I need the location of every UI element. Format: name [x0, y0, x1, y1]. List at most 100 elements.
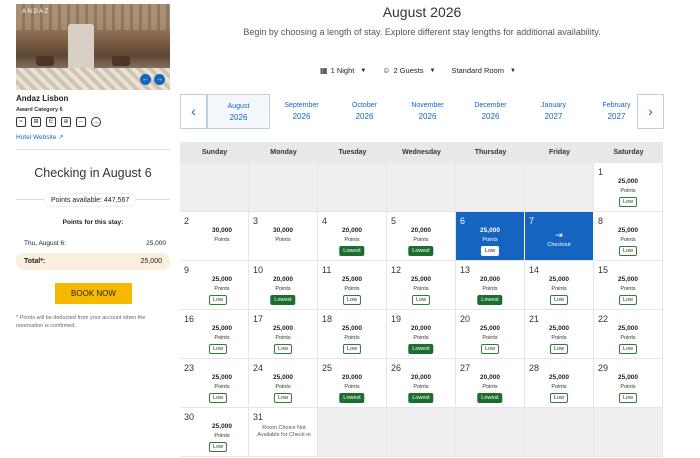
day-cell-24[interactable]: 24 25,000 Points Low: [249, 359, 318, 408]
room-type-dropdown[interactable]: Standard Room ▼: [451, 66, 516, 75]
day-cell-14[interactable]: 14 25,000 Points Low: [525, 261, 594, 310]
divider: [16, 149, 170, 150]
day-cell-26[interactable]: 26 20,000 Points Lowest: [387, 359, 456, 408]
hotel-panel: ANDAZ ← → Andaz Lisbon Award Category 6 …: [0, 0, 174, 458]
points-label: Points: [551, 384, 567, 390]
day-cell-21[interactable]: 21 25,000 Points Low: [525, 310, 594, 359]
points-value: 25,000: [273, 325, 293, 332]
guests-dropdown[interactable]: ☺ 2 Guests ▼: [382, 66, 436, 75]
day-cell-20[interactable]: 20 25,000 Points Low: [456, 310, 525, 359]
day-cell-6[interactable]: 6 25,000 Points Low: [456, 212, 525, 261]
low-badge: Low: [618, 295, 638, 305]
month-tab-september[interactable]: September 2026: [270, 94, 333, 129]
day-number: 26: [391, 363, 402, 373]
day-cell-18[interactable]: 18 25,000 Points Low: [318, 310, 387, 359]
day-number: 30: [184, 412, 195, 422]
day-number: 1: [598, 167, 604, 177]
day-number: 8: [598, 216, 604, 226]
day-cell-23[interactable]: 23 25,000 Points Low: [180, 359, 249, 408]
points-label: Points: [344, 237, 360, 243]
day-cell-30[interactable]: 30 25,000 Points Low: [180, 408, 249, 457]
day-cell-29[interactable]: 29 25,000 Points Low: [594, 359, 663, 408]
weekday-header: Monday: [249, 142, 318, 163]
day-cell-13[interactable]: 13 20,000 Points Lowest: [456, 261, 525, 310]
day-number: 24: [253, 363, 264, 373]
concierge-icon: ⊞: [31, 117, 41, 127]
low-badge: Low: [480, 344, 500, 354]
day-cell-11[interactable]: 11 25,000 Points Low: [318, 261, 387, 310]
day-number: 9: [184, 265, 190, 275]
month-tab-year: 2026: [418, 112, 437, 121]
points-label: Points: [275, 286, 291, 292]
month-tab-january[interactable]: January 2027: [522, 94, 585, 129]
month-tab-november[interactable]: November 2026: [396, 94, 459, 129]
photo-next-icon[interactable]: →: [154, 74, 165, 85]
day-number: 21: [529, 314, 540, 324]
points-value: 25,000: [549, 276, 569, 283]
month-tab-december[interactable]: December 2026: [459, 94, 522, 129]
low-badge: Low: [208, 344, 228, 354]
day-cell-22[interactable]: 22 25,000 Points Low: [594, 310, 663, 359]
day-cell-9[interactable]: 9 25,000 Points Low: [180, 261, 249, 310]
day-cell-27[interactable]: 27 20,000 Points Lowest: [456, 359, 525, 408]
day-number: 16: [184, 314, 195, 324]
day-cell-1[interactable]: 1 25,000 Points Low: [594, 163, 663, 212]
points-value: 25,000: [549, 374, 569, 381]
day-cell-2[interactable]: 2 30,000 Points: [180, 212, 249, 261]
month-tab-label: August: [227, 103, 250, 110]
stay-filters: ▦ 1 Night ▼ ☺ 2 Guests ▼ Standard Room ▼: [320, 66, 516, 75]
chevron-left-icon[interactable]: ‹: [180, 94, 207, 129]
book-now-button[interactable]: BOOK NOW: [55, 283, 132, 304]
day-cell-4[interactable]: 4 20,000 Points Lowest: [318, 212, 387, 261]
day-cell-12[interactable]: 12 25,000 Points Low: [387, 261, 456, 310]
empty-day-cell: [456, 408, 525, 457]
caret-down-icon: ▼: [360, 67, 367, 74]
day-number: 15: [598, 265, 609, 275]
day-cell-19[interactable]: 19 20,000 Points Lowest: [387, 310, 456, 359]
points-value: 25,000: [212, 276, 232, 283]
day-cell-16[interactable]: 16 25,000 Points Low: [180, 310, 249, 359]
empty-day-cell: [525, 163, 594, 212]
day-cell-8[interactable]: 8 25,000 Points Low: [594, 212, 663, 261]
month-tab-august[interactable]: August 2026: [207, 94, 270, 129]
points-value: 20,000: [411, 227, 431, 234]
checkout-label: Checkout: [547, 242, 571, 248]
day-cell-10[interactable]: 10 20,000 Points Lowest: [249, 261, 318, 310]
day-cell-3[interactable]: 3 30,000 Points: [249, 212, 318, 261]
empty-day-cell: [249, 163, 318, 212]
points-label: Points: [482, 335, 498, 341]
day-number: 22: [598, 314, 609, 324]
month-tab-february[interactable]: February 2027: [585, 94, 648, 129]
day-cell-25[interactable]: 25 20,000 Points Lowest: [318, 359, 387, 408]
day-number: 2: [184, 216, 190, 226]
day-number: 12: [391, 265, 402, 275]
points-value: 25,000: [480, 227, 500, 234]
month-tab-label: January: [541, 102, 566, 109]
day-cell-28[interactable]: 28 25,000 Points Low: [525, 359, 594, 408]
day-cell-15[interactable]: 15 25,000 Points Low: [594, 261, 663, 310]
day-number: 31: [253, 412, 264, 422]
fitness-icon: ⊕: [61, 117, 71, 127]
month-tab-year: 2027: [607, 112, 626, 121]
day-number: 4: [322, 216, 328, 226]
photo-prev-icon[interactable]: ←: [140, 74, 151, 85]
points-value: 20,000: [411, 325, 431, 332]
caret-down-icon: ▼: [509, 67, 516, 74]
day-cell-7[interactable]: 7 ⇥ Checkout: [525, 212, 594, 261]
low-badge: Low: [549, 344, 569, 354]
points-label: Points: [413, 335, 429, 341]
day-cell-17[interactable]: 17 25,000 Points Low: [249, 310, 318, 359]
points-value: 25,000: [618, 178, 638, 185]
nights-dropdown[interactable]: ▦ 1 Night ▼: [320, 66, 367, 75]
empty-day-cell: [180, 163, 249, 212]
points-value: 25,000: [273, 374, 293, 381]
low-badge: Low: [411, 295, 431, 305]
month-tab-year: 2026: [481, 112, 500, 121]
points-label: Points: [413, 286, 429, 292]
hotel-website-link[interactable]: Hotel Website ↗: [16, 134, 64, 141]
month-tab-october[interactable]: October 2026: [333, 94, 396, 129]
chevron-right-icon[interactable]: ›: [637, 94, 664, 129]
day-number: 19: [391, 314, 402, 324]
day-cell-5[interactable]: 5 20,000 Points Lowest: [387, 212, 456, 261]
points-value: 25,000: [618, 276, 638, 283]
